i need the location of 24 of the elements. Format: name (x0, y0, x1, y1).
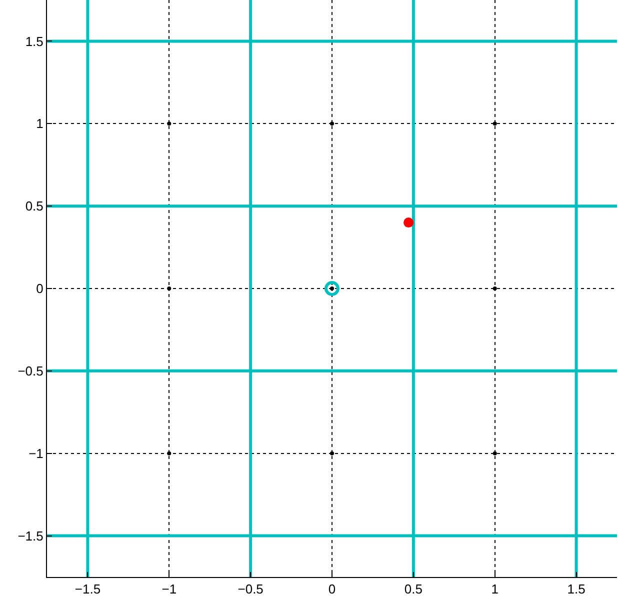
point (330, 451, 334, 456)
x-tick-label: 1.5 (567, 582, 586, 597)
point (404, 218, 414, 228)
y-tick-label: 1.5 (25, 34, 44, 49)
x-tick-label: −1.5 (74, 582, 101, 597)
point (492, 122, 497, 126)
y-tick-label: −1 (28, 446, 44, 461)
point (492, 286, 497, 290)
point (167, 451, 172, 456)
point (324, 281, 340, 296)
x-tick-label: 0.5 (404, 582, 422, 597)
y-tick-label: 0 (36, 281, 44, 296)
point (330, 122, 334, 126)
point (492, 451, 497, 456)
point (167, 122, 172, 126)
x-tick-label: −1 (162, 582, 177, 597)
x-tick-label: 0 (328, 582, 336, 597)
y-tick-label: 0.5 (25, 198, 44, 214)
point (167, 286, 172, 290)
x-tick-label: −0.5 (238, 582, 264, 597)
y-tick-label: 1 (36, 116, 44, 132)
x-tick-label: 1 (491, 582, 498, 597)
y-tick-label: −0.5 (18, 363, 44, 378)
y-tick-label: −1.5 (18, 528, 44, 544)
